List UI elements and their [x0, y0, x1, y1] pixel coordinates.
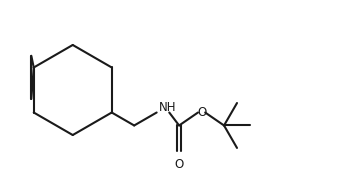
Text: NH: NH [159, 101, 177, 114]
Text: O: O [197, 106, 206, 119]
Text: O: O [174, 158, 184, 171]
